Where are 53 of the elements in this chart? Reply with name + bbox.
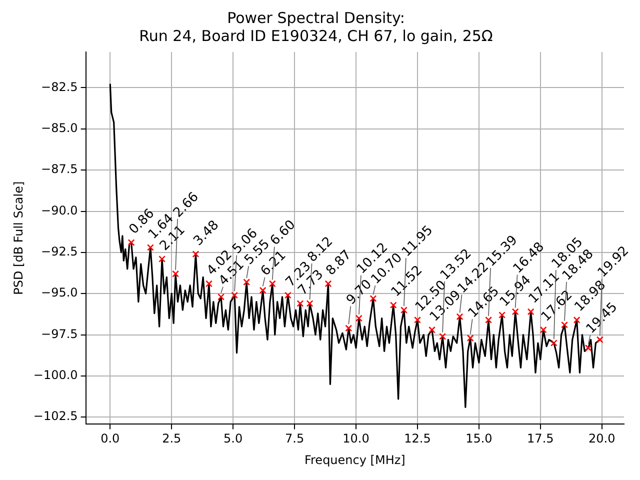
y-axis-title: PSD [dB Full Scale] [11,181,26,295]
point [512,308,519,316]
y-tick-label: −85.0 [41,121,78,136]
point [345,324,352,332]
point [466,334,474,342]
x-tick-label: 10.0 [342,432,370,446]
y-tick-label: −92.5 [41,244,78,259]
y-tick-label: −82.5 [41,80,78,94]
y-tick-label: −97.5 [41,326,78,341]
point [324,280,332,288]
point [192,250,200,258]
point [306,300,314,307]
point [218,293,225,300]
point [439,332,446,340]
point [259,286,266,294]
point [414,316,421,324]
point [146,244,154,251]
x-axis-title: Frequency [MHz] [304,452,406,467]
point [498,312,506,318]
x-tick-label: 17.5 [527,432,554,446]
point [172,270,180,278]
x-tick-label: 7.5 [285,432,304,446]
point [296,300,304,307]
point [584,344,592,352]
x-tick-label: 15.0 [466,432,492,446]
point [355,314,362,322]
point [540,326,547,334]
point [596,336,604,344]
y-tick-label: −100.0 [33,368,78,382]
y-tick-label: −102.5 [33,409,78,424]
point [561,321,568,328]
point [390,302,397,309]
point [243,278,250,286]
point [527,308,534,316]
point [428,326,436,334]
point [206,280,212,288]
point [400,306,408,314]
point [573,316,580,324]
y-tick-label: −90.0 [41,203,78,218]
point [128,239,135,246]
x-tick-label: 12.5 [404,432,431,446]
x-tick-label: 20.0 [588,432,616,446]
y-tick-label: −95.0 [41,286,78,300]
point [550,340,558,346]
point [284,292,292,299]
chart-title: Power Spectral Density: Run 24, Board ID E190324, CH 67, lo gain, 25Ω [139,8,493,45]
point [158,256,166,262]
y-tick-label: −87.5 [41,162,78,176]
x-tick-label: 2.5 [162,432,182,446]
point [268,280,276,288]
x-tick-label: 0.0 [100,432,120,446]
x-tick-label: 5.0 [224,432,243,446]
point [231,292,238,299]
